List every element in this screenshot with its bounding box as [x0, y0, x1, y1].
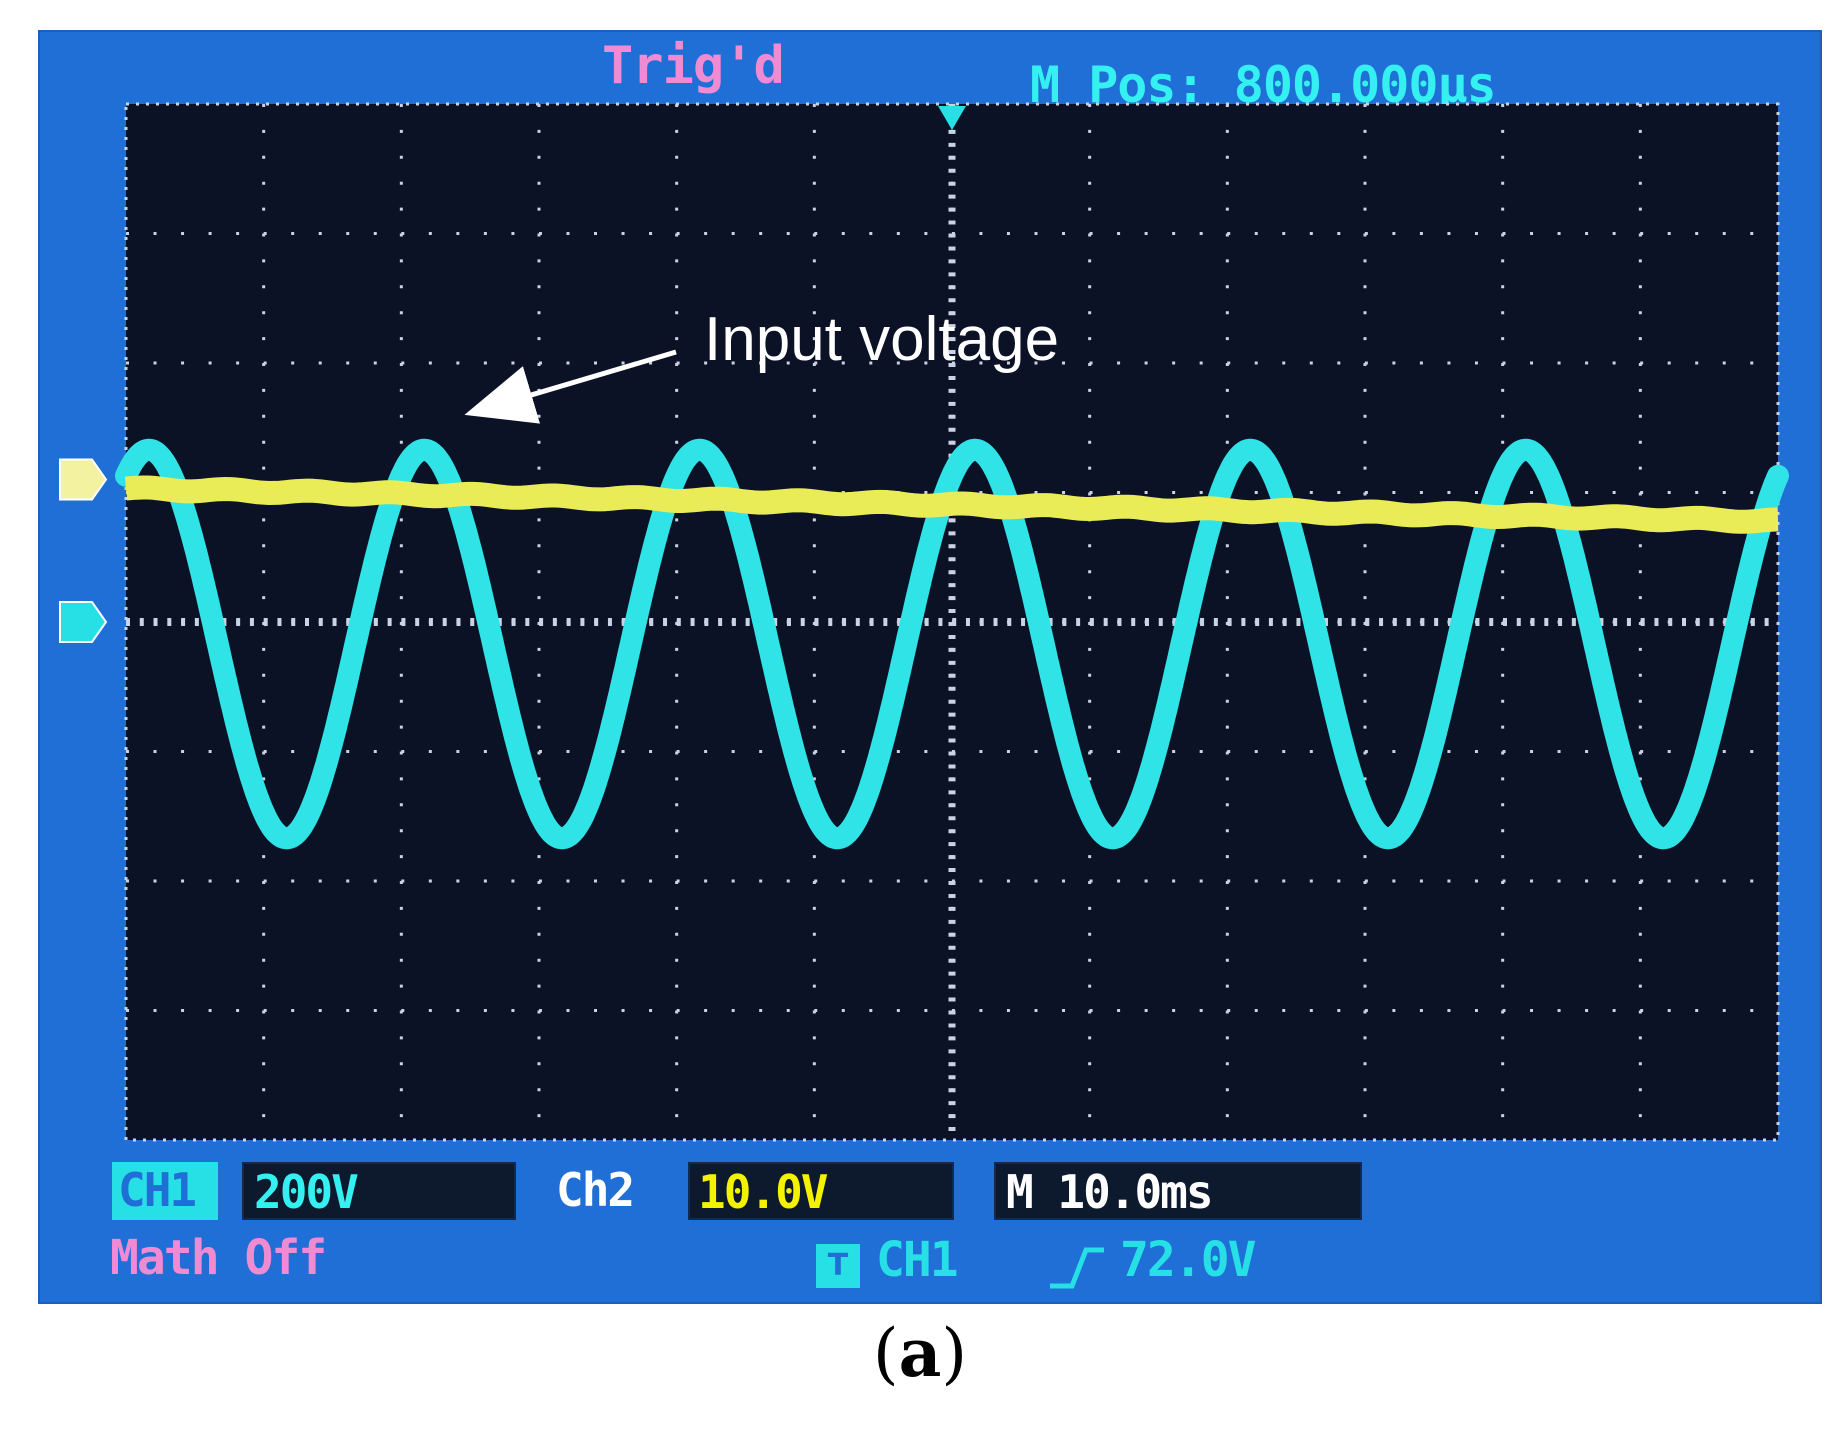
ch2-label[interactable]: Ch2: [556, 1163, 635, 1217]
trigger-level[interactable]: 72.0V: [1120, 1232, 1257, 1288]
ch1-label[interactable]: CH1: [112, 1162, 218, 1220]
oscilloscope-display: Input voltage: [59, 102, 1789, 1142]
graticule: [124, 102, 1780, 1142]
trigger-status: Trig'd: [602, 36, 785, 96]
caption-open-paren: (: [872, 1315, 899, 1392]
ch2-volts-per-div[interactable]: 10.0V: [688, 1162, 954, 1220]
ch2-ground-marker-icon: [59, 458, 108, 501]
trigger-position-marker: [938, 106, 966, 130]
ch1-sine-trace: [115, 438, 1789, 850]
trigger-source[interactable]: CH1: [876, 1232, 959, 1288]
math-status[interactable]: Math Off: [110, 1230, 327, 1286]
caption-close-paren: ): [941, 1315, 968, 1392]
timebase-readout[interactable]: M 10.0ms: [994, 1162, 1362, 1220]
annotation: Input voltage: [464, 305, 1059, 424]
ch1-ground-marker-icon: [59, 601, 108, 643]
trigger-icon: T: [816, 1244, 860, 1288]
ch2-dc-trace: [119, 475, 1785, 534]
oscilloscope-bezel: Trig'd M Pos: 800.000μs Input voltage CH…: [38, 30, 1822, 1304]
channel-ground-markers: [59, 458, 108, 643]
ch1-volts-per-div[interactable]: 200V: [242, 1162, 516, 1220]
traces: [115, 438, 1789, 850]
annotation-arrow: [464, 349, 677, 424]
caption-letter: a: [898, 1314, 942, 1392]
figure-caption: (a): [0, 1314, 1840, 1392]
annotation-label: Input voltage: [704, 305, 1059, 374]
rising-edge-icon: [1050, 1247, 1104, 1289]
